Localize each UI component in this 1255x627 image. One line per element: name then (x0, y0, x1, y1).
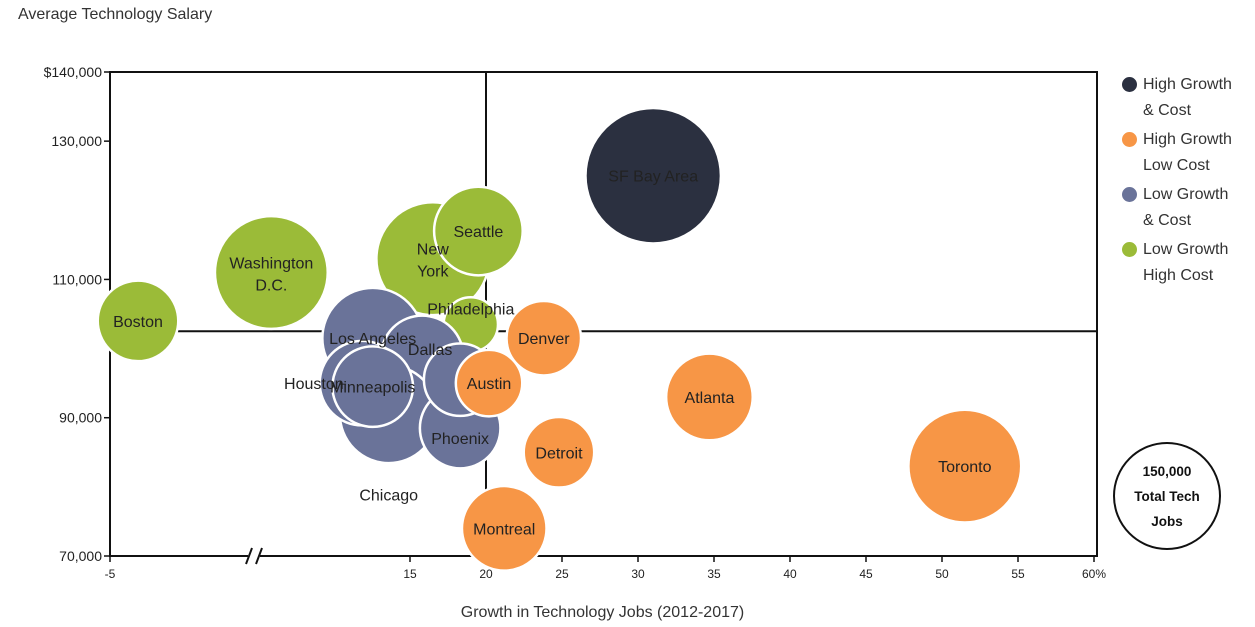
legend-item-high-growth-low-cost: High Growth Low Cost (1122, 127, 1252, 178)
bubble-label: Houston (284, 376, 344, 393)
x-tick-label: 55 (1011, 567, 1025, 581)
y-tick-label: $140,000 (44, 64, 103, 80)
bubble-label: Minneapolis (330, 380, 415, 397)
x-tick-label: 15 (403, 567, 417, 581)
bubble-label: Phoenix (431, 431, 489, 448)
bubble-label: Detroit (535, 445, 583, 462)
bubbles (96, 109, 1023, 572)
legend: High Growth & Cost High Growth Low Cost … (1122, 72, 1252, 292)
legend-swatch (1122, 187, 1137, 202)
bubble-label: Atlanta (685, 390, 735, 407)
bubble (213, 214, 329, 331)
bubble-label: Washington D.C. (229, 256, 313, 295)
x-tick-label: 20 (479, 567, 493, 581)
y-tick-label: 70,000 (59, 548, 102, 564)
y-tick-label: 110,000 (52, 271, 102, 287)
bubble-label: SF Bay Area (608, 169, 698, 186)
size-legend-line: 150,000 (1142, 463, 1192, 479)
x-axis-title: Growth in Technology Jobs (2012-2017) (460, 604, 745, 621)
size-legend-line: Jobs (1151, 513, 1183, 529)
bubble-label: Boston (113, 314, 163, 331)
axis-break-mark (255, 547, 263, 565)
bubble-label: Philadelphia (427, 301, 514, 318)
bubble (907, 408, 1023, 524)
x-tick-label: 30 (631, 567, 645, 581)
bubble (454, 348, 524, 418)
bubble-label: Toronto (938, 459, 991, 476)
y-axis-title: Average Technology Salary (18, 6, 213, 23)
legend-swatch (1122, 132, 1137, 147)
bubble (505, 299, 583, 377)
bubble (522, 415, 596, 489)
legend-swatch (1122, 242, 1137, 257)
legend-item-low-growth-high-cost: Low Growth High Cost (1122, 237, 1252, 288)
bubble-label: Austin (467, 376, 511, 393)
x-tick-label: 40 (783, 567, 797, 581)
legend-item-high-growth-cost: High Growth & Cost (1122, 72, 1252, 123)
legend-label: High Growth Low Cost (1143, 131, 1232, 174)
bubble-label: Montreal (473, 521, 535, 538)
bubble (664, 352, 754, 442)
x-tick-label: 50 (935, 567, 949, 581)
y-tick-label: 90,000 (59, 410, 102, 426)
x-tick-label: 45 (859, 567, 873, 581)
x-tick-label: -5 (105, 567, 116, 581)
x-tick-label: 60% (1082, 567, 1106, 581)
bubble-label: Chicago (359, 487, 418, 504)
bubble-label: Seattle (453, 224, 503, 241)
bubble-label: New York (417, 242, 450, 281)
bubble-label: Denver (518, 331, 570, 348)
y-tick-label: 130,000 (51, 133, 102, 149)
bubble (432, 185, 524, 277)
bubble (331, 345, 415, 429)
size-legend-line: Total Tech (1134, 488, 1200, 504)
x-tick-label: 25 (555, 567, 569, 581)
axis-break-mark (245, 547, 253, 565)
legend-swatch (1122, 77, 1137, 92)
size-legend-circle: 150,000 Total Tech Jobs (1113, 442, 1221, 550)
legend-item-low-growth-cost: Low Growth & Cost (1122, 182, 1252, 233)
x-tick-label: 35 (707, 567, 721, 581)
bubble (96, 279, 180, 363)
bubble (460, 484, 548, 572)
bubble (586, 109, 720, 243)
bubble-label: Dallas (408, 342, 452, 359)
legend-label: Low Growth High Cost (1143, 241, 1229, 284)
bubble-label: Los Angeles (329, 331, 416, 348)
legend-label: High Growth & Cost (1143, 76, 1232, 119)
bubble-chart: 70,000 90,000 110,000 130,000 $140,000 -5 15 20… (44, 64, 1107, 581)
legend-label: Low Growth & Cost (1143, 186, 1229, 229)
